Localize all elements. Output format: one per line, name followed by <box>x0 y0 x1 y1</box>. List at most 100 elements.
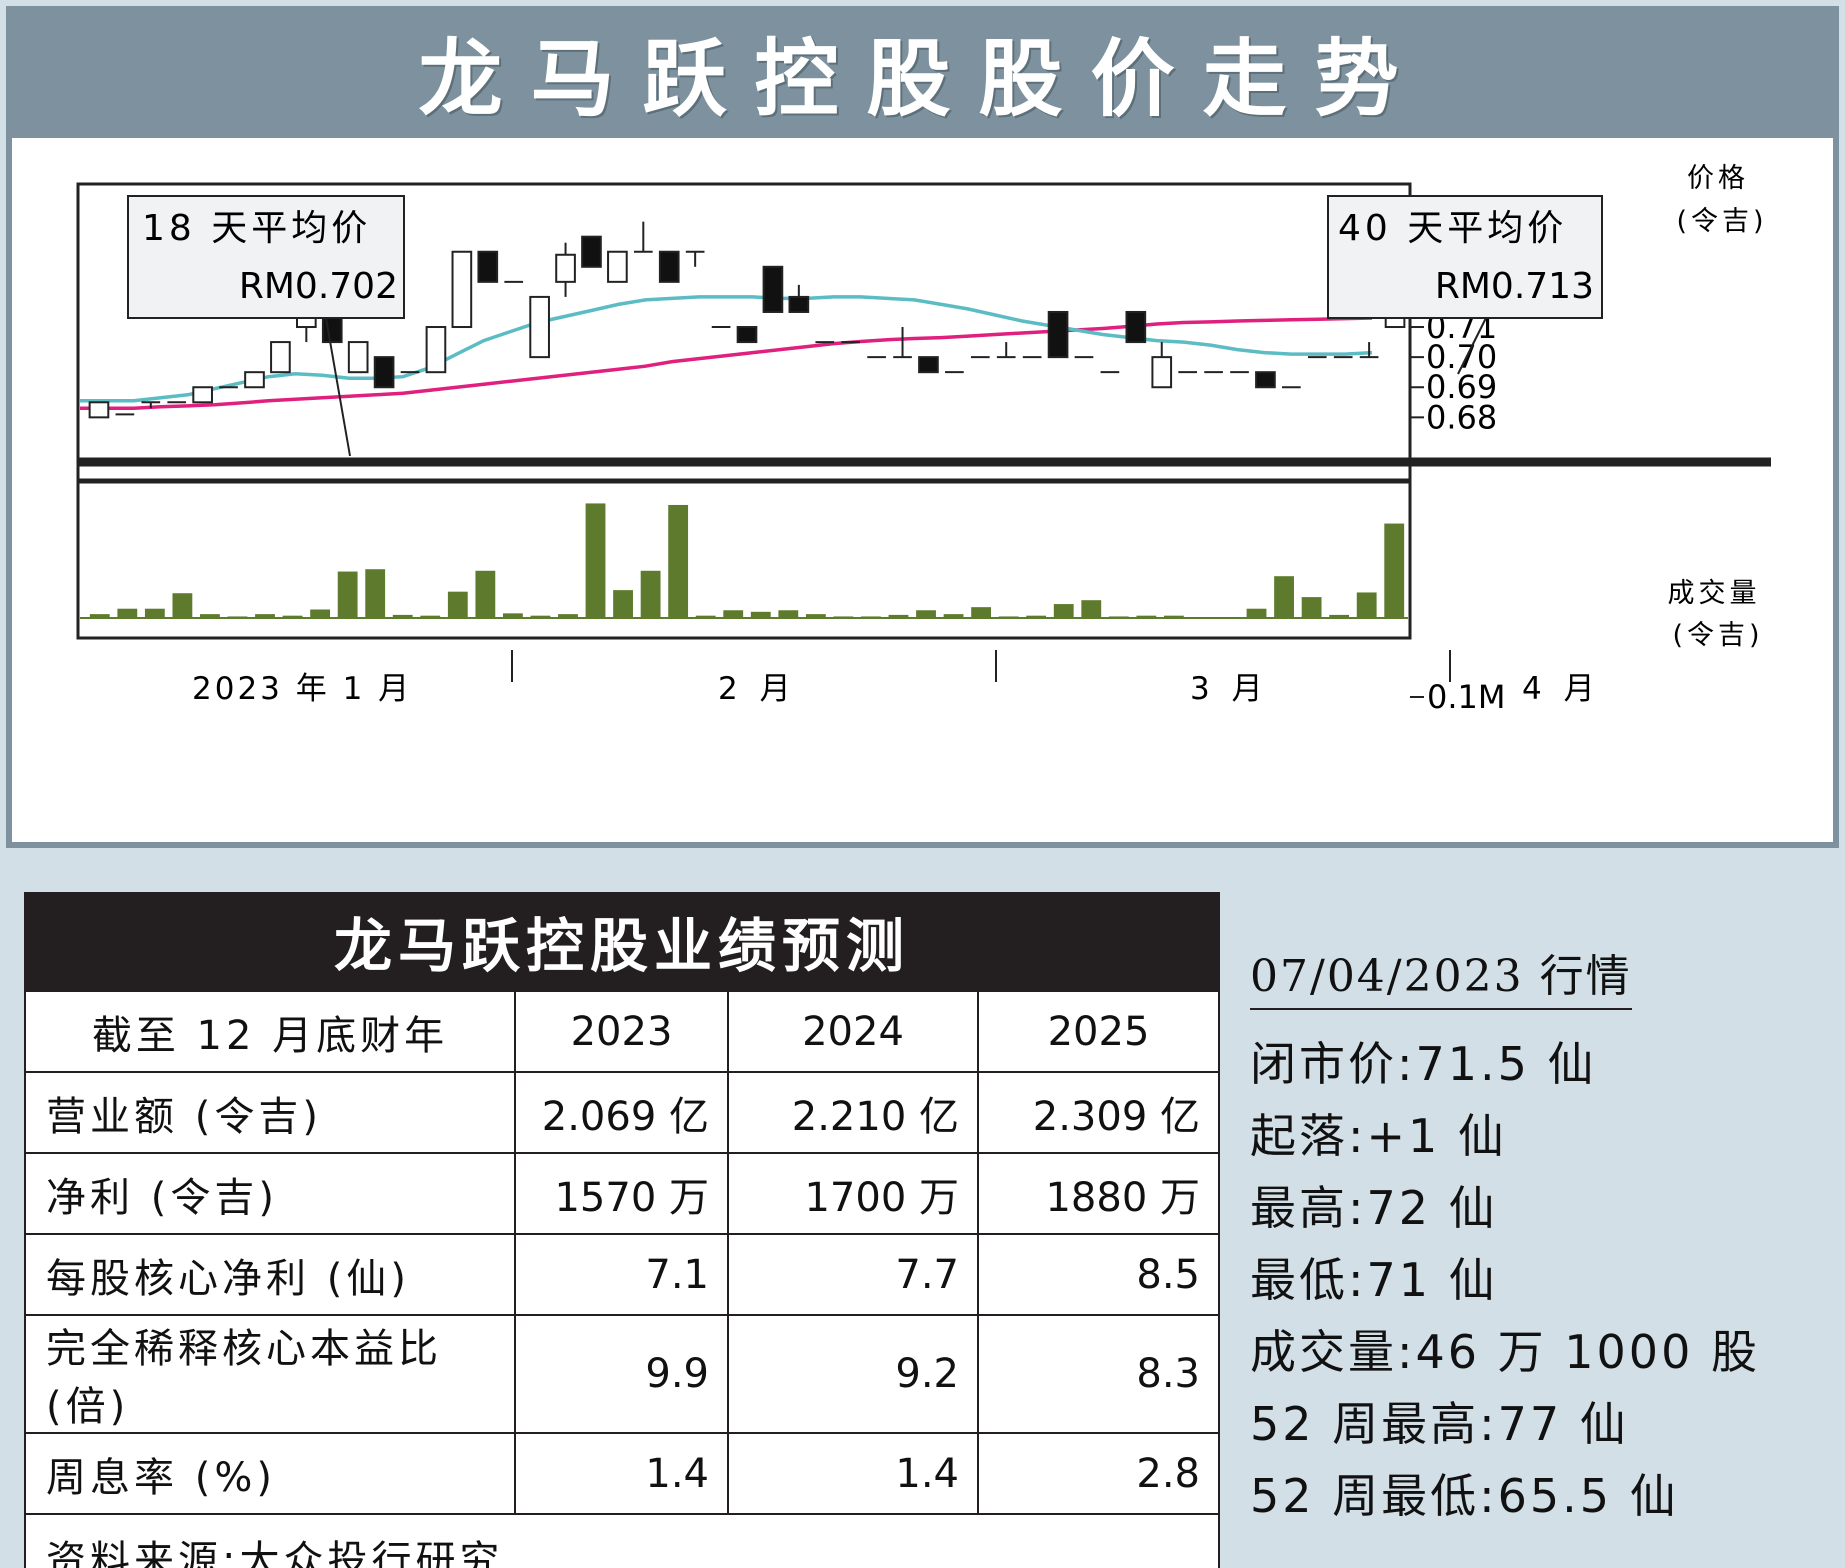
candle <box>425 326 447 374</box>
forecast-header-2025: 2025 <box>977 990 1220 1073</box>
candle-body-down <box>477 250 499 283</box>
chart-panel: 0.730.720.710.700.690.68 价格 (令吉) 成交量 (令吉… <box>6 138 1839 848</box>
volume-bars <box>80 503 1408 619</box>
volume-bar <box>640 570 661 618</box>
market-rows: 闭市价:71.5 仙 起落:+1 仙 最高:72 仙 最低:71 仙 成交量:4… <box>1250 1028 1830 1532</box>
volume-bar <box>1246 608 1267 618</box>
forecast-source: 资料来源:大众投行研究 <box>24 1513 1220 1568</box>
candle-body-down <box>1125 310 1147 344</box>
pe-2023: 9.9 <box>514 1314 729 1434</box>
volume-bar <box>365 569 386 618</box>
candle <box>244 371 265 389</box>
volume-bar <box>861 616 881 618</box>
volume-bar <box>1053 604 1074 618</box>
ma18-callout: 18 天平均价 RM0.702 <box>127 195 405 457</box>
ma40-callout: 40 天平均价 RM0.713 <box>1327 195 1603 375</box>
volume-bar <box>117 608 138 618</box>
page-title: 龙马跃控股股价走势 <box>418 29 1427 128</box>
ma18-value: RM0.702 <box>239 266 398 307</box>
volume-axis-label-line1: 成交量 <box>1668 578 1761 609</box>
price-axis-label-line1: 价格 <box>1687 163 1749 194</box>
ma40-value: RM0.713 <box>1435 266 1594 307</box>
volume-bar <box>447 591 468 618</box>
candle-body-down <box>918 356 939 374</box>
candle-body-up <box>1151 356 1173 389</box>
volume-plot-frame <box>76 478 1412 640</box>
price-tick-label: 0.69 <box>1426 368 1497 406</box>
candle <box>373 356 395 389</box>
revenue-2025: 2.309 亿 <box>977 1071 1220 1154</box>
candle <box>893 327 912 359</box>
volume-bar <box>89 614 110 618</box>
candle-body-up <box>451 250 473 329</box>
candle <box>477 250 499 283</box>
volume-axis-label-line2: (令吉) <box>1672 620 1763 651</box>
volume-bar <box>695 615 716 618</box>
forecast-title: 龙马跃控股业绩预测 <box>24 892 1220 990</box>
candle-body-up <box>607 250 628 283</box>
forecast-header-label: 截至 12 月底财年 <box>24 990 516 1073</box>
volume-bar <box>1329 614 1350 618</box>
volume-bar <box>943 614 964 618</box>
volume-bar <box>998 616 1019 618</box>
candle-body-down <box>373 356 395 389</box>
volume-bar <box>1219 617 1239 619</box>
market-volume: 成交量:46 万 1000 股 <box>1250 1325 1760 1379</box>
candle-body-down <box>788 295 810 313</box>
volume-bar <box>1356 592 1377 618</box>
volume-bar <box>1026 615 1047 618</box>
volume-bar <box>337 571 358 618</box>
ma18-line <box>80 295 1373 403</box>
ma18-callout-box <box>127 195 405 319</box>
yield-2025: 2.8 <box>977 1432 1220 1515</box>
candle <box>1125 310 1147 344</box>
candlesticks <box>88 221 1406 419</box>
month-label-jan: 2023 年 1 月 <box>192 671 412 707</box>
forecast-header-row: 截至 12 月底财年 2023 2024 2025 <box>24 990 1220 1073</box>
price-plot-frame <box>76 182 1412 484</box>
net-profit-label: 净利 (令吉) <box>24 1152 516 1235</box>
volume-bar <box>1191 617 1212 619</box>
candle <box>270 341 291 374</box>
price-tick-label: 0.70 <box>1426 338 1497 376</box>
ma18-leader-line <box>325 317 351 457</box>
price-axis-label-line2: (令吉) <box>1676 206 1767 237</box>
volume-bar <box>971 607 992 618</box>
volume-bar <box>392 614 413 618</box>
candle-body-up <box>555 253 576 283</box>
candle-body-up <box>425 326 447 374</box>
eps-2024: 7.7 <box>727 1233 979 1316</box>
title-bar: 龙马跃控股股价走势 <box>6 6 1839 138</box>
candle-body-down <box>658 250 680 283</box>
candle <box>1255 371 1276 389</box>
volume-bar <box>585 503 606 618</box>
forecast-header-2023: 2023 <box>514 990 729 1073</box>
candle-body-down <box>736 326 758 344</box>
volume-bar <box>200 614 220 618</box>
market-52w-high: 52 周最高:77 仙 <box>1250 1397 1629 1451</box>
revenue-2023: 2.069 亿 <box>514 1071 729 1154</box>
forecast-table: 截至 12 月底财年 2023 2024 2025 营业额 (令吉) 2.069… <box>24 990 1220 1568</box>
candle <box>996 342 1016 359</box>
candle <box>88 401 110 419</box>
forecast-row-eps: 每股核心净利 (仙) 7.1 7.7 8.5 <box>24 1233 1220 1316</box>
eps-label: 每股核心净利 (仙) <box>24 1233 516 1316</box>
volume-bar <box>255 614 275 618</box>
market-close: 闭市价:71.5 仙 <box>1250 1037 1597 1091</box>
market-high: 最高:72 仙 <box>1250 1181 1498 1235</box>
volume-bar <box>172 593 193 618</box>
volume-bar <box>420 615 441 618</box>
yield-2024: 1.4 <box>727 1432 979 1515</box>
revenue-label: 营业额 (令吉) <box>24 1071 516 1154</box>
candle <box>141 401 161 409</box>
candle <box>451 250 473 329</box>
candle <box>581 235 602 268</box>
forecast-row-yield: 周息率 (%) 1.4 1.4 2.8 <box>24 1432 1220 1515</box>
candle <box>788 284 810 313</box>
net-profit-2023: 1570 万 <box>514 1152 729 1235</box>
candle <box>762 265 784 313</box>
volume-bar <box>805 614 826 618</box>
ma40-callout-box <box>1327 195 1603 319</box>
candle <box>1047 310 1069 359</box>
candle <box>1359 342 1379 359</box>
